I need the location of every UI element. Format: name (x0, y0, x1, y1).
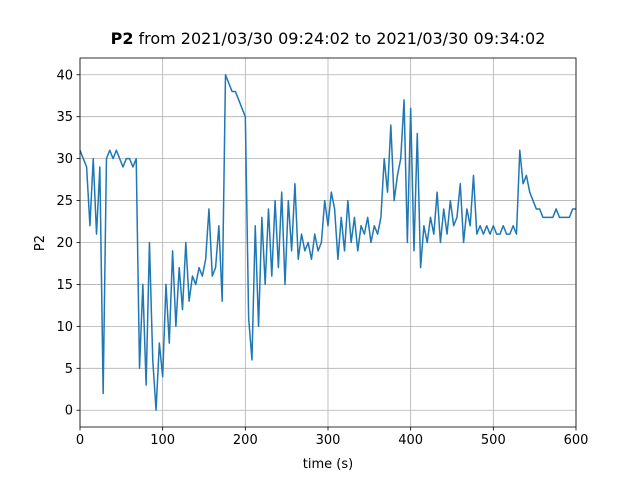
x-tick-label: 0 (76, 433, 84, 448)
y-tick-label: 35 (56, 110, 73, 125)
data-line (80, 74, 576, 411)
y-tick-label: 20 (56, 236, 73, 251)
y-tick-label: 25 (56, 194, 73, 209)
x-tick-label: 300 (316, 433, 341, 448)
y-tick-label: 15 (56, 278, 73, 293)
y-tick-label: 30 (56, 152, 73, 167)
chart-title: P2 from 2021/03/30 09:24:02 to 2021/03/30… (111, 29, 546, 48)
x-tick-label: 500 (481, 433, 506, 448)
title-rest: from 2021/03/30 09:24:02 to 2021/03/30 0… (138, 29, 545, 48)
plot-frame (79, 57, 577, 428)
x-tick-label: 100 (150, 433, 175, 448)
x-axis-label: time (s) (303, 457, 353, 472)
y-axis-label: P2 (33, 235, 48, 251)
y-tick-label: 0 (65, 404, 73, 419)
x-tick-label: 600 (564, 433, 589, 448)
x-tick-label: 200 (233, 433, 258, 448)
y-tick-label: 10 (56, 320, 73, 335)
y-tick-label: 5 (65, 362, 73, 377)
y-tick-label: 40 (56, 68, 73, 83)
title-bold: P2 (111, 29, 134, 48)
x-tick-label: 400 (398, 433, 423, 448)
